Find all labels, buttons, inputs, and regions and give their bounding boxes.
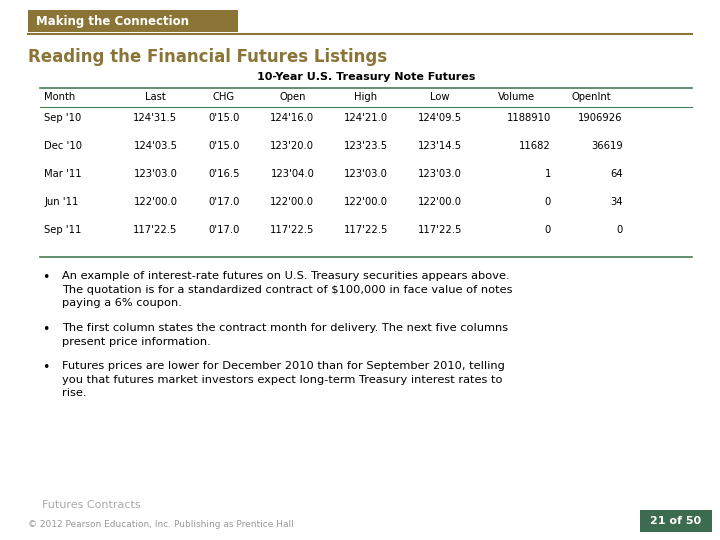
Text: 0'17.0: 0'17.0 — [208, 197, 240, 207]
Text: Jun '11: Jun '11 — [44, 197, 78, 207]
Text: 11682: 11682 — [519, 141, 551, 151]
Text: •: • — [42, 323, 50, 336]
Text: Mar '11: Mar '11 — [44, 169, 81, 179]
Text: 122'00.0: 122'00.0 — [344, 197, 388, 207]
Text: 123'14.5: 123'14.5 — [418, 141, 462, 151]
Text: 123'20.0: 123'20.0 — [270, 141, 315, 151]
Text: High: High — [354, 92, 377, 102]
Text: 0: 0 — [545, 225, 551, 235]
Text: 0'16.5: 0'16.5 — [208, 169, 240, 179]
Text: Futures Contracts: Futures Contracts — [42, 500, 140, 510]
Text: 36619: 36619 — [591, 141, 623, 151]
Text: 124'09.5: 124'09.5 — [418, 113, 462, 123]
Text: Making the Connection: Making the Connection — [36, 15, 189, 28]
Text: 123'23.5: 123'23.5 — [344, 141, 388, 151]
Text: Last: Last — [145, 92, 166, 102]
Text: 0: 0 — [616, 225, 623, 235]
Text: Futures prices are lower for December 2010 than for September 2010, telling
you : Futures prices are lower for December 20… — [62, 361, 505, 398]
Text: Reading the Financial Futures Listings: Reading the Financial Futures Listings — [28, 48, 387, 66]
Text: Month: Month — [44, 92, 76, 102]
Text: 124'16.0: 124'16.0 — [270, 113, 315, 123]
Text: 1906926: 1906926 — [578, 113, 623, 123]
Text: 117'22.5: 117'22.5 — [344, 225, 388, 235]
FancyBboxPatch shape — [28, 10, 238, 32]
Text: 124'03.5: 124'03.5 — [133, 141, 177, 151]
Text: 117'22.5: 117'22.5 — [133, 225, 178, 235]
Text: CHG: CHG — [213, 92, 235, 102]
Text: Low: Low — [430, 92, 449, 102]
Text: Open: Open — [279, 92, 305, 102]
Text: Sep '10: Sep '10 — [44, 113, 81, 123]
Text: The first column states the contract month for delivery. The next five columns
p: The first column states the contract mon… — [62, 323, 508, 347]
Text: 122'00.0: 122'00.0 — [418, 197, 462, 207]
Text: Dec '10: Dec '10 — [44, 141, 82, 151]
Text: 1188910: 1188910 — [507, 113, 551, 123]
Text: 64: 64 — [610, 169, 623, 179]
Text: 117'22.5: 117'22.5 — [270, 225, 315, 235]
Text: Sep '11: Sep '11 — [44, 225, 81, 235]
Text: © 2012 Pearson Education, Inc. Publishing as Prentice Hall: © 2012 Pearson Education, Inc. Publishin… — [28, 520, 294, 529]
Text: An example of interest-rate futures on U.S. Treasury securities appears above.
T: An example of interest-rate futures on U… — [62, 271, 513, 308]
Text: 122'00.0: 122'00.0 — [270, 197, 315, 207]
Text: •: • — [42, 361, 50, 374]
Text: •: • — [42, 271, 50, 284]
Text: OpenInt: OpenInt — [571, 92, 611, 102]
Text: 123'04.0: 123'04.0 — [271, 169, 314, 179]
Text: 1: 1 — [545, 169, 551, 179]
Text: 117'22.5: 117'22.5 — [418, 225, 462, 235]
Text: 0'17.0: 0'17.0 — [208, 225, 240, 235]
Text: 123'03.0: 123'03.0 — [418, 169, 462, 179]
Text: 34: 34 — [611, 197, 623, 207]
Text: 124'21.0: 124'21.0 — [344, 113, 388, 123]
Text: 0'15.0: 0'15.0 — [208, 141, 240, 151]
Text: 21 of 50: 21 of 50 — [650, 516, 701, 526]
Text: Volume: Volume — [498, 92, 535, 102]
Text: 122'00.0: 122'00.0 — [133, 197, 177, 207]
Text: 123'03.0: 123'03.0 — [133, 169, 177, 179]
Text: 124'31.5: 124'31.5 — [133, 113, 177, 123]
Text: 10-Year U.S. Treasury Note Futures: 10-Year U.S. Treasury Note Futures — [257, 72, 475, 82]
Text: 0: 0 — [545, 197, 551, 207]
Text: 123'03.0: 123'03.0 — [344, 169, 388, 179]
Text: 0'15.0: 0'15.0 — [208, 113, 240, 123]
FancyBboxPatch shape — [640, 510, 712, 532]
